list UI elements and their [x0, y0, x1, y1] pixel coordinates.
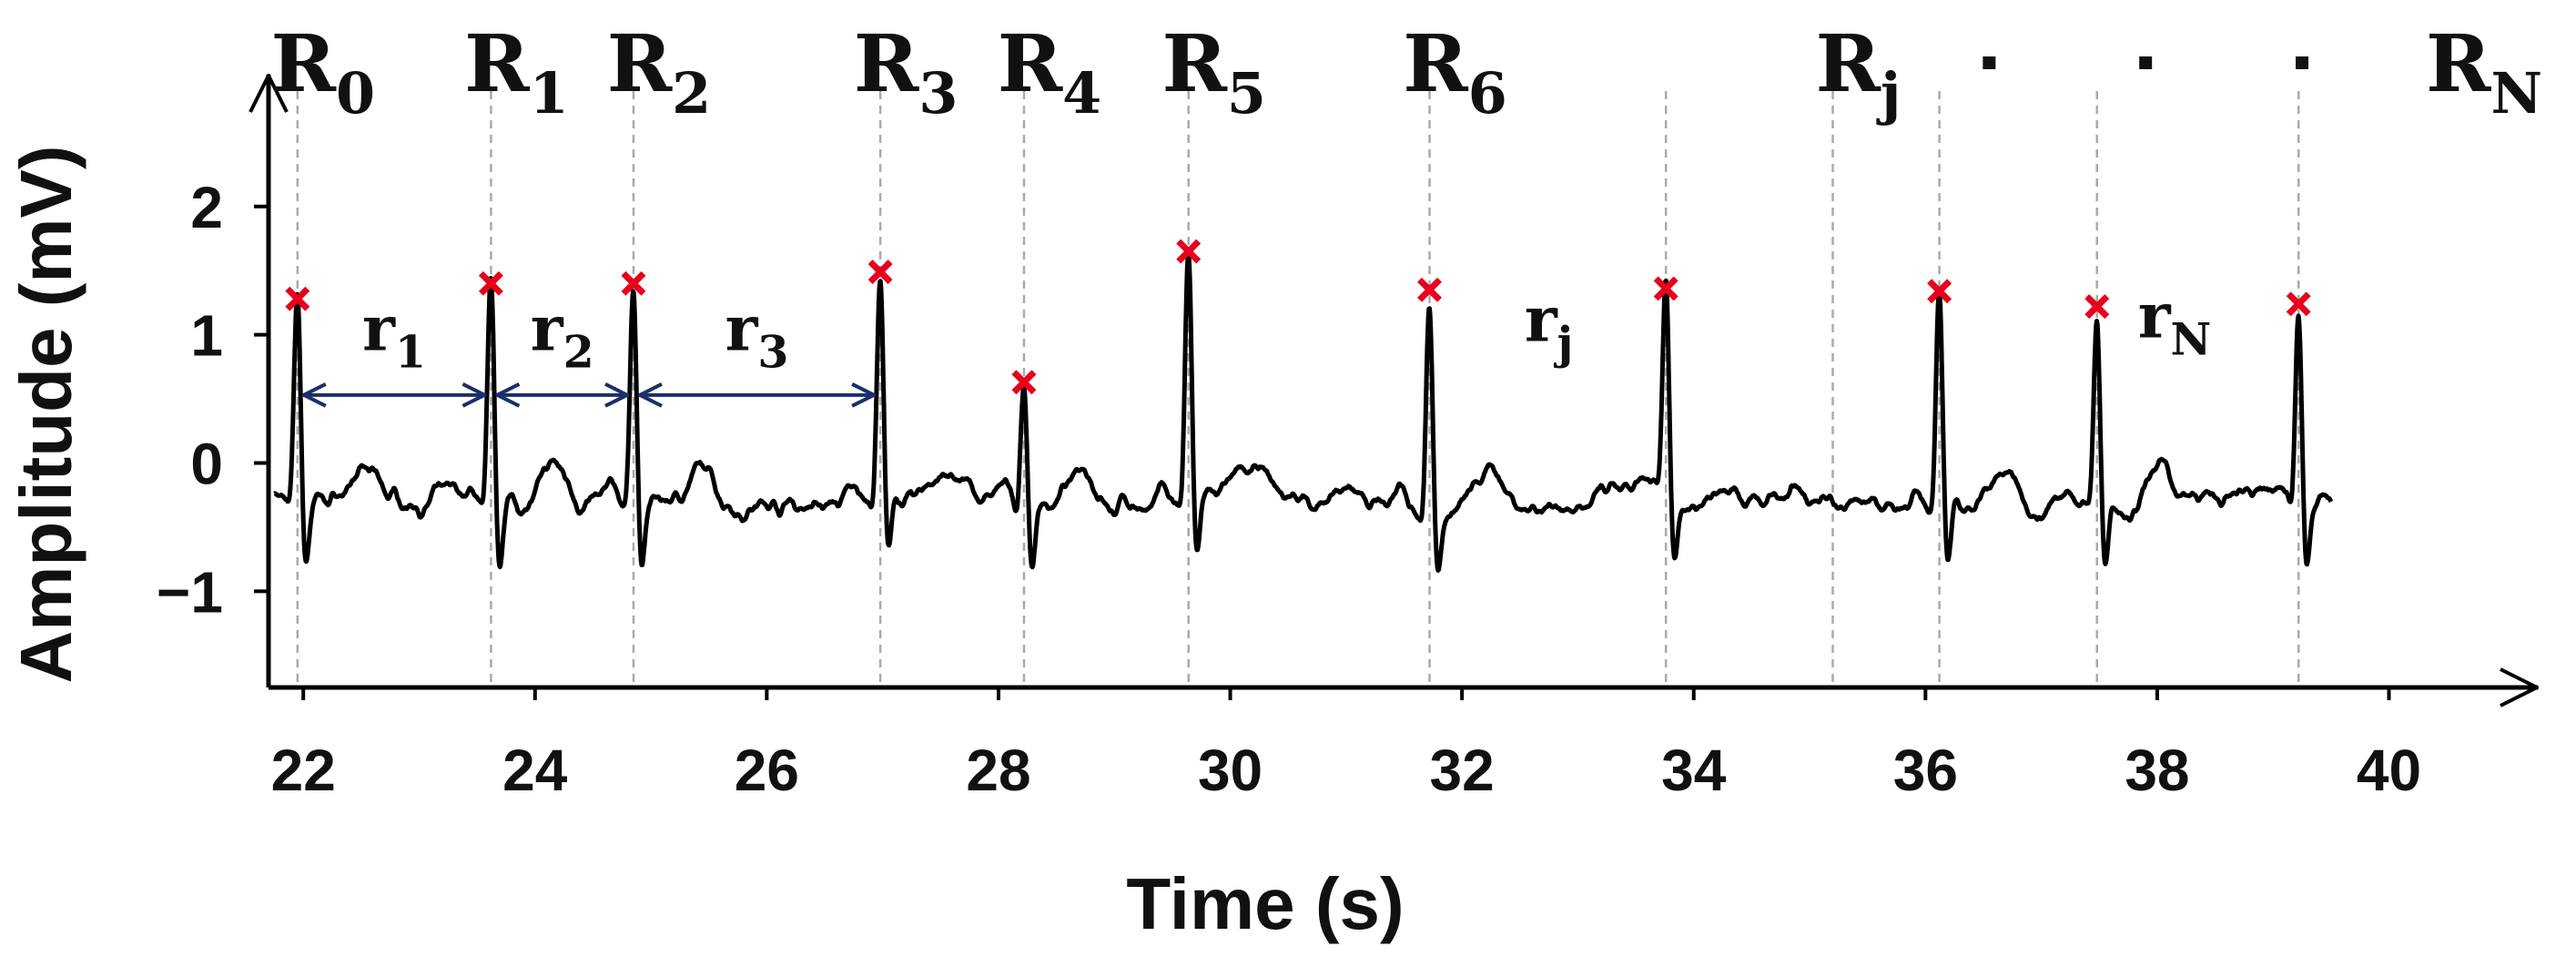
- ecg-signal-line: [272, 249, 2334, 573]
- x-tick-label: 24: [502, 738, 568, 803]
- x-tick-label: 36: [1893, 738, 1958, 803]
- r-peak-label: Rj: [1816, 18, 1902, 127]
- interval-label: r2: [531, 293, 594, 379]
- r-peak-marker: [1417, 277, 1442, 302]
- r-peak-marker-stroke: [1653, 276, 1678, 301]
- r-peak-label: R0: [271, 18, 376, 127]
- r-peak-marker: [1927, 279, 1952, 304]
- r-peak-label: R2: [607, 18, 712, 127]
- ellipsis-dot: [2296, 56, 2309, 69]
- r-peak-marker: [285, 286, 310, 311]
- guide-lines: [296, 91, 2300, 687]
- ecg-signal-layer: [272, 249, 2334, 573]
- r-peak-marker-stroke: [1417, 277, 1442, 302]
- x-tick-label: 30: [1198, 738, 1263, 803]
- r-peak-marker-stroke: [1176, 239, 1202, 264]
- r-peak-label: R4: [998, 18, 1102, 127]
- r-peak-label: R5: [1161, 18, 1266, 127]
- y-axis-title: Amplitude (mV): [5, 145, 86, 683]
- y-tick-label: 1: [190, 303, 223, 369]
- r-peak-marker: [1176, 239, 1202, 264]
- y-tick-label: 0: [190, 431, 223, 496]
- ellipsis-dot: [1983, 56, 1996, 69]
- r-peak-marker-stroke: [478, 270, 503, 296]
- x-tick-label: 22: [271, 738, 336, 803]
- r-peak-marker-stroke: [2084, 294, 2110, 320]
- r-peak-marker: [621, 270, 646, 296]
- r-peak-marker-stroke: [1927, 279, 1952, 304]
- x-tick-label: 26: [735, 738, 799, 803]
- interval-label: rj: [1525, 284, 1574, 370]
- interval-label: r1: [362, 293, 426, 379]
- r-peak-marker-stroke: [1011, 370, 1037, 395]
- x-tick-label: 40: [2357, 738, 2421, 803]
- x-tick-label: 38: [2125, 738, 2189, 803]
- r-peak-marker: [1653, 276, 1678, 301]
- r-peak-label: R1: [464, 18, 569, 127]
- x-axis-title: Time (s): [1126, 863, 1404, 944]
- x-tick-label: 34: [1661, 738, 1727, 803]
- ellipsis-dot: [2139, 56, 2153, 69]
- axes: 22 24 26 28 30 32 34 36 38 40 2 1 0 −1: [157, 75, 2538, 803]
- r-peak-label: R3: [854, 18, 958, 127]
- r-peak-label: R6: [1403, 18, 1507, 127]
- x-tick-label: 28: [966, 738, 1030, 803]
- r-peak-marker-stroke: [867, 260, 893, 285]
- r-peak-markers: [285, 239, 2311, 395]
- r-peak-marker: [867, 260, 893, 285]
- interval-label: rN: [2138, 280, 2212, 365]
- r-peak-marker: [1011, 370, 1037, 395]
- r-peak-label: RN: [2426, 18, 2542, 127]
- y-tick-label: −1: [157, 559, 223, 625]
- x-tick-label: 32: [1430, 738, 1495, 803]
- r-peak-marker-stroke: [285, 286, 310, 311]
- annotation-labels: R0 R1 R2 R3 R4 R5 R6 Rj RN r1 r2 r3 rj rN: [271, 18, 2543, 379]
- r-peak-marker-stroke: [2286, 291, 2311, 317]
- interval-label: r3: [725, 293, 789, 379]
- r-peak-marker: [2084, 294, 2110, 320]
- r-peak-marker-stroke: [621, 270, 646, 296]
- r-peak-marker: [2286, 291, 2311, 317]
- y-tick-label: 2: [190, 175, 223, 240]
- r-peak-marker: [478, 270, 503, 296]
